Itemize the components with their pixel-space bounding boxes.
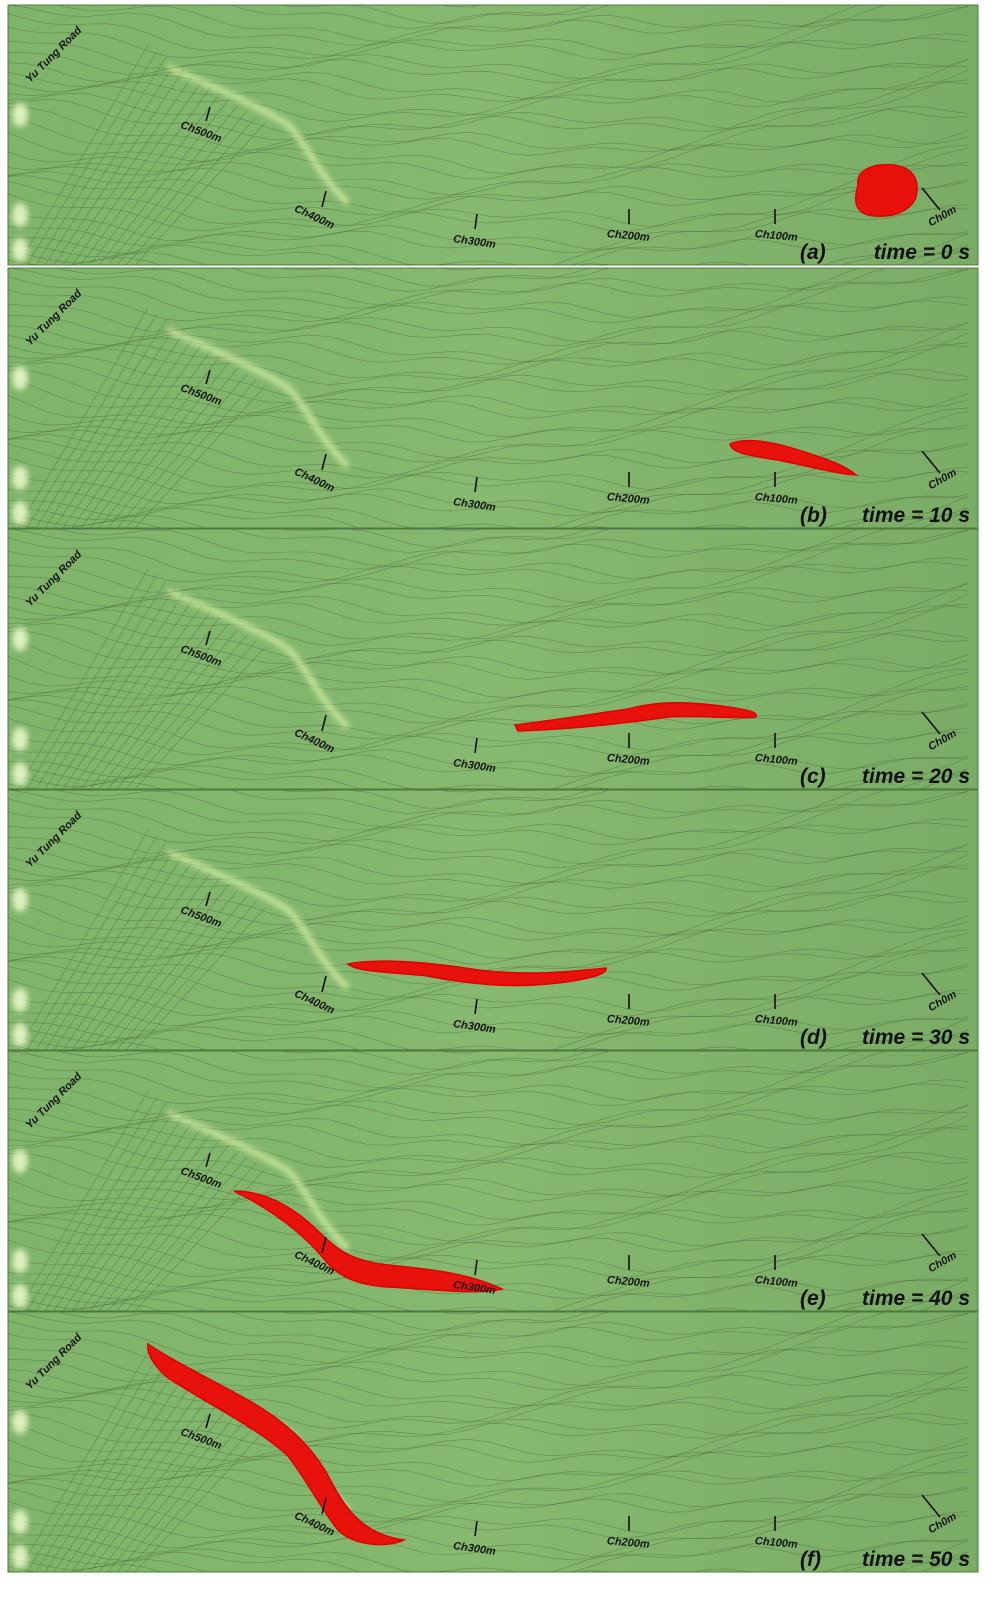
panel-label: (a) (800, 241, 826, 264)
panel-image (8, 484, 978, 835)
terrain (8, 790, 978, 1050)
page: Ch500mCh400mCh300mCh200mCh100mCh0mYu Tun… (0, 0, 997, 1597)
edge-highlight (12, 238, 28, 262)
terrain (8, 5, 978, 265)
panel: Ch500mCh400mCh300mCh200mCh100mCh0mYu Tun… (8, 484, 978, 835)
time-label: time = 20 s (862, 765, 970, 788)
panel: Ch500mCh400mCh300mCh200mCh100mCh0mYu Tun… (8, 1006, 978, 1357)
panel-label: (d) (800, 1026, 827, 1049)
edge-highlight (12, 103, 28, 127)
panel-label: (b) (800, 504, 827, 527)
panel-label: (f) (800, 1548, 821, 1571)
panel: Ch500mCh400mCh300mCh200mCh100mCh0mYu Tun… (8, 1267, 978, 1597)
edge-highlight (12, 1249, 28, 1273)
panel: Ch500mCh400mCh300mCh200mCh100mCh0mYu Tun… (8, 745, 978, 1096)
figure: Ch500mCh400mCh300mCh200mCh100mCh0mYu Tun… (0, 0, 997, 1597)
time-label: time = 30 s (862, 1026, 970, 1049)
time-label: time = 50 s (862, 1548, 970, 1571)
edge-highlight (12, 1510, 28, 1534)
terrain (8, 268, 978, 528)
edge-highlight (12, 203, 28, 227)
edge-highlight (12, 1410, 28, 1434)
panel-image (8, 223, 978, 574)
edge-highlight (12, 627, 28, 651)
time-label: time = 0 s (874, 241, 970, 264)
edge-highlight (12, 1149, 28, 1173)
debris (856, 165, 917, 217)
edge-highlight (12, 727, 28, 751)
panel-image (8, 745, 978, 1096)
contour-line (8, 0, 968, 1)
panel-label: (e) (800, 1287, 826, 1310)
time-label: time = 40 s (862, 1287, 970, 1310)
edge-highlight (12, 1023, 28, 1047)
panel-image (8, 1006, 978, 1357)
edge-highlight (12, 888, 28, 912)
edge-highlight (12, 1284, 28, 1308)
terrain (8, 1051, 978, 1311)
edge-highlight (12, 366, 28, 390)
edge-highlight (12, 501, 28, 525)
edge-highlight (12, 988, 28, 1012)
panel-label: (c) (800, 765, 826, 788)
time-label: time = 10 s (862, 504, 970, 527)
edge-highlight (12, 1545, 28, 1569)
panel: Ch500mCh400mCh300mCh200mCh100mCh0mYu Tun… (8, 223, 978, 574)
edge-highlight (12, 762, 28, 786)
panel-image (8, 0, 978, 310)
edge-highlight (12, 466, 28, 490)
terrain (8, 529, 978, 789)
